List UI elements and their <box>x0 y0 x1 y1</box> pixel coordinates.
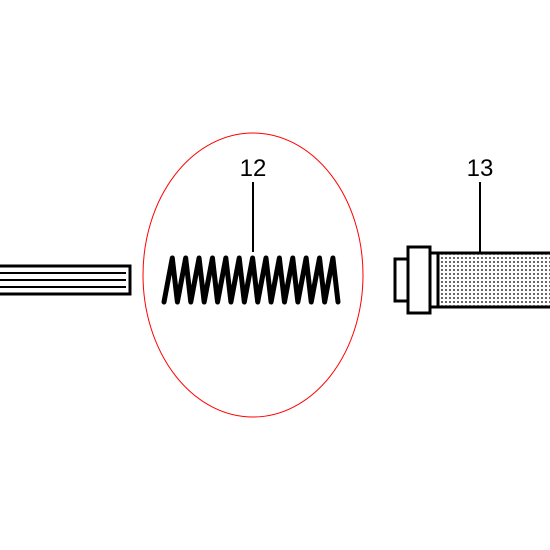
callout-label-13: 13 <box>467 155 494 182</box>
cylinder-body <box>430 253 550 307</box>
cylinder-neck <box>395 259 408 301</box>
cylinder-collar <box>408 247 430 313</box>
callout-label-12: 12 <box>240 155 267 182</box>
cylinder-part <box>395 247 550 313</box>
